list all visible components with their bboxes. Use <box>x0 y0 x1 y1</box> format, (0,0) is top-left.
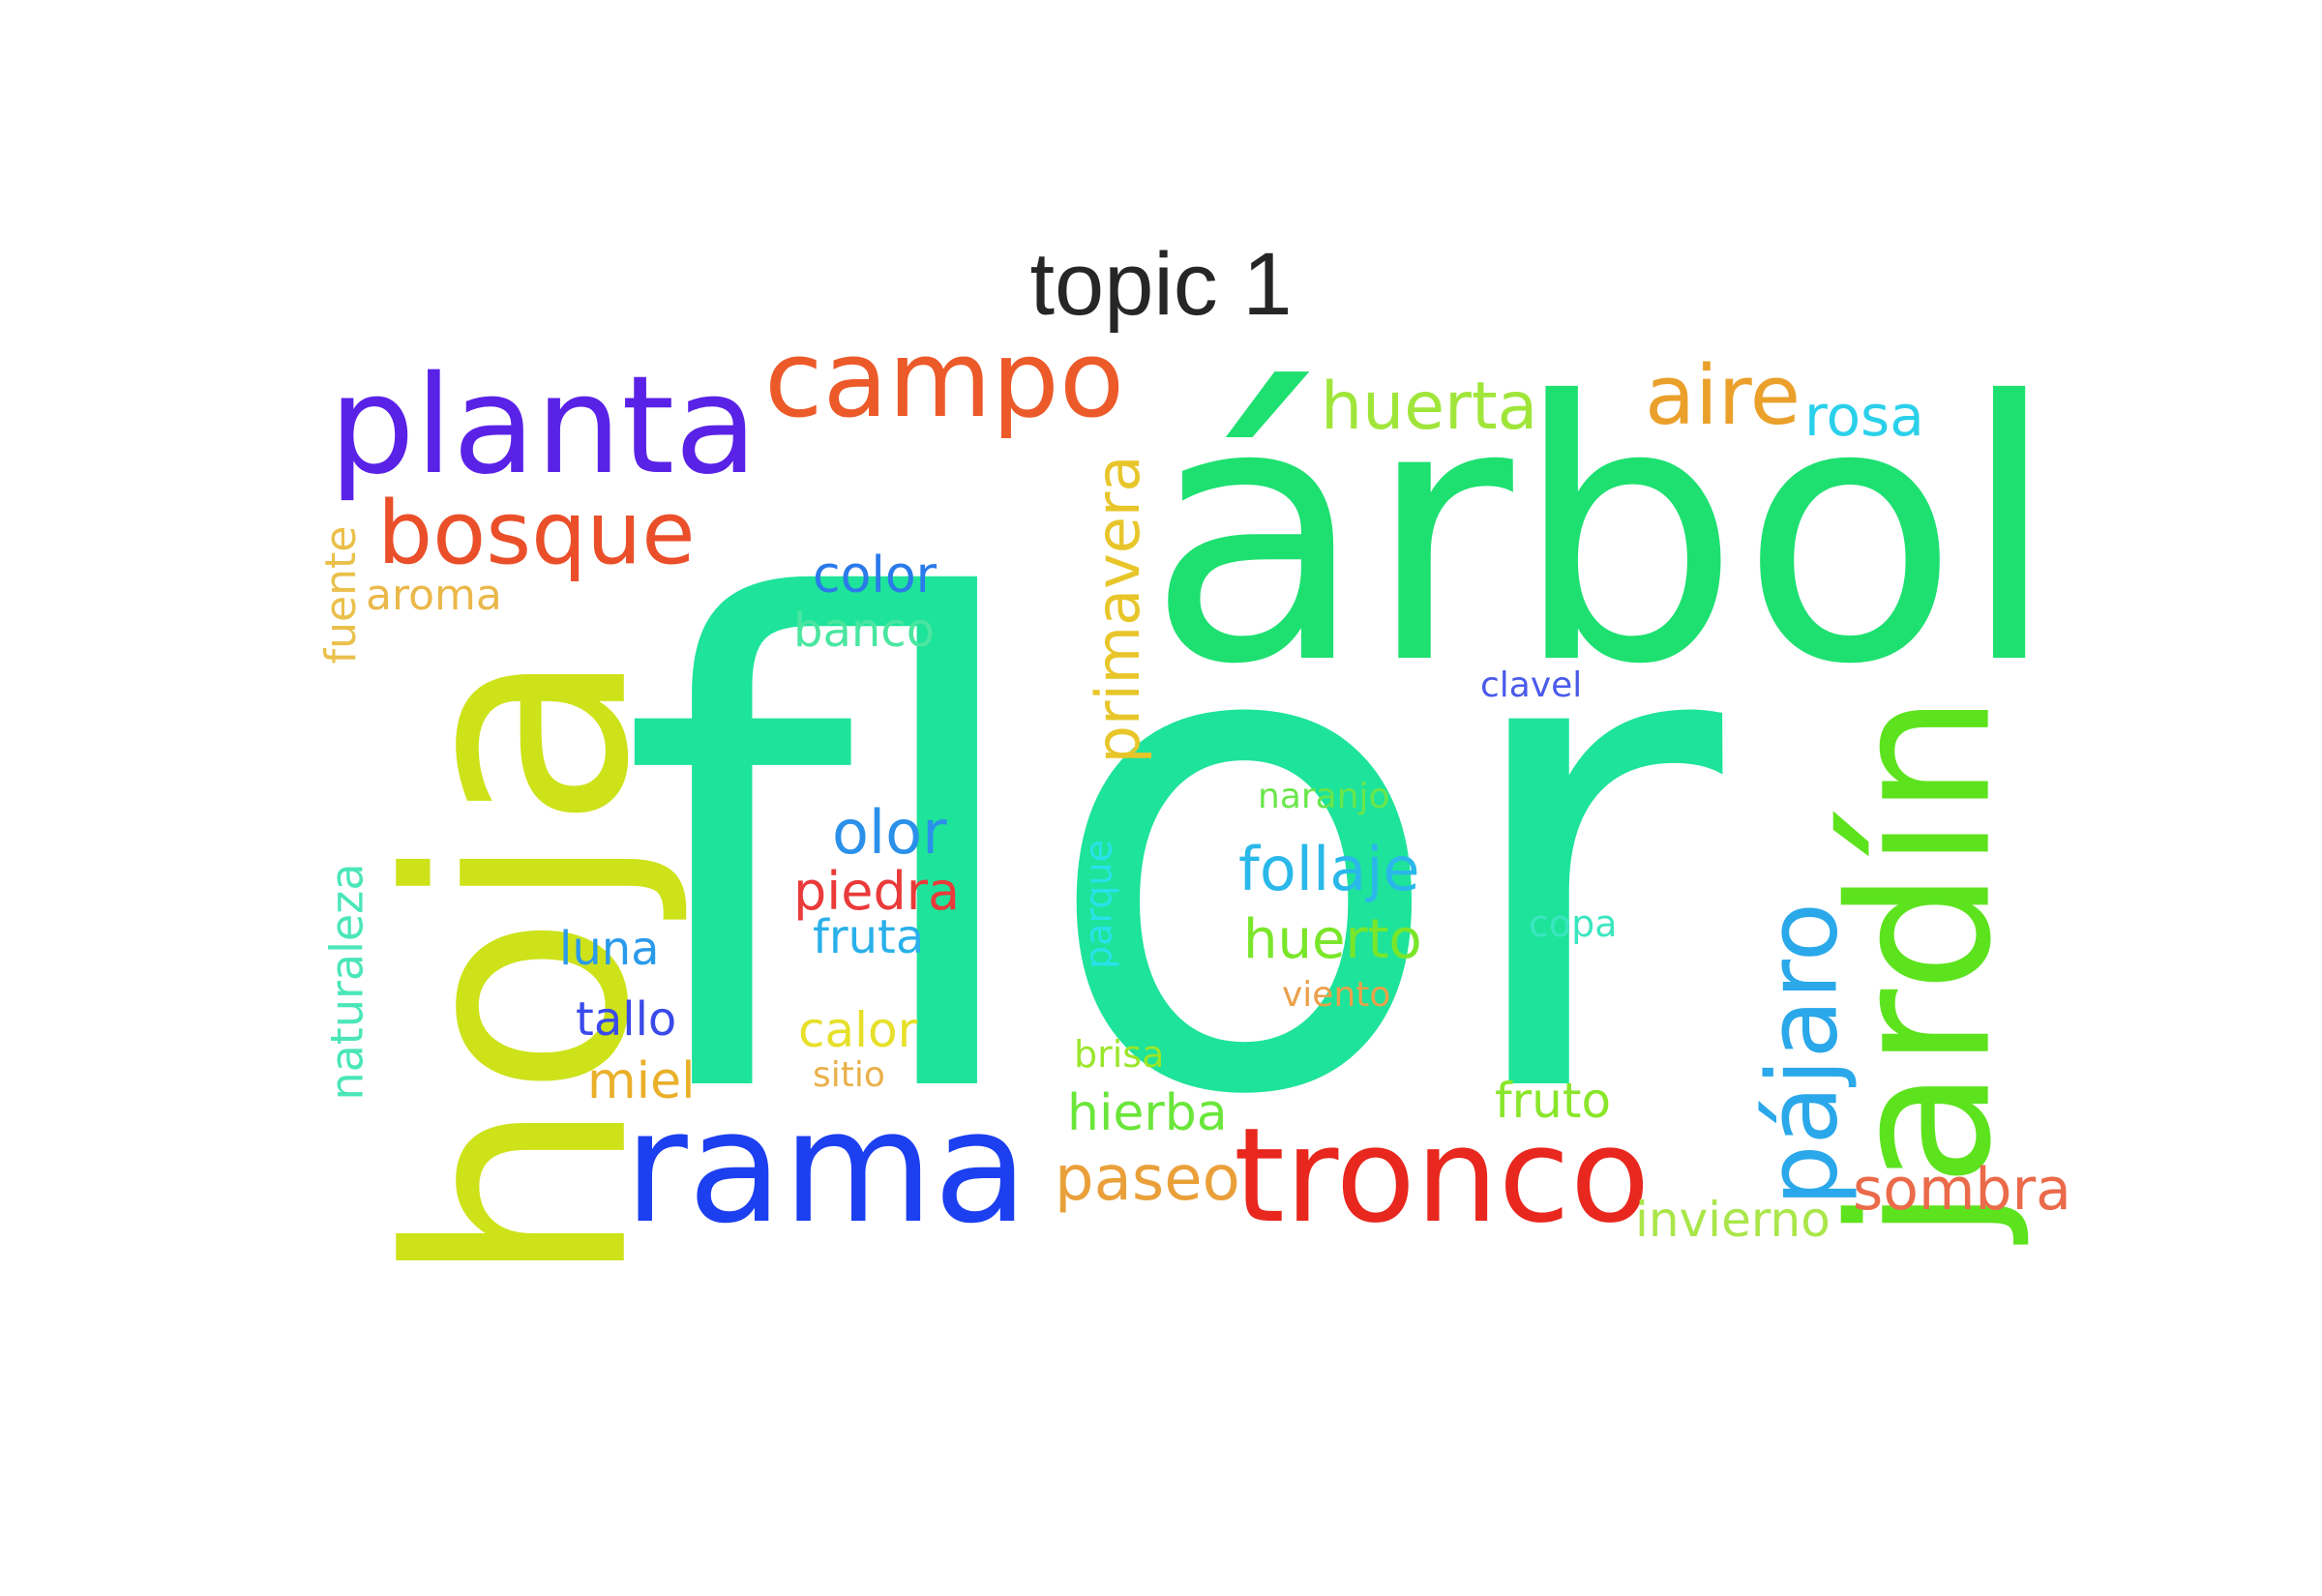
word-rosa: rosa <box>1804 383 1924 449</box>
word-planta: planta <box>329 347 758 505</box>
word-banco: banco <box>793 604 935 658</box>
word-huerta: huerta <box>1321 369 1537 445</box>
word-tronco: tronco <box>1234 1100 1650 1252</box>
word-sombra: sombra <box>1853 1156 2071 1224</box>
word-rama: rama <box>624 1077 1028 1257</box>
word-olor: olor <box>832 797 947 868</box>
word-primavera: primavera <box>1083 456 1153 764</box>
word-huerto: huerto <box>1243 908 1422 971</box>
word-miel: miel <box>587 1052 696 1110</box>
word-calor: calor <box>798 1002 918 1058</box>
word-hoja: hoja <box>346 647 696 1287</box>
word-invierno: invierno <box>1635 1192 1831 1248</box>
word-clavel: clavel <box>1480 665 1582 705</box>
word-naranjo: naranjo <box>1258 777 1390 816</box>
word-flor: flor <box>619 464 1730 1241</box>
word-copa: copa <box>1529 902 1618 945</box>
word-aire: aire <box>1645 348 1801 444</box>
word-fuente: fuente <box>316 526 366 665</box>
word-tallo: tallo <box>576 992 676 1047</box>
word-pájaro: pájaro <box>1745 902 1859 1206</box>
word-follaje: follaje <box>1238 834 1420 904</box>
word-luna: luna <box>559 922 660 976</box>
word-color: color <box>813 547 938 605</box>
word-bosque: bosque <box>377 483 696 584</box>
word-naturaleza: naturaleza <box>321 863 373 1100</box>
word-parque: parque <box>1078 840 1120 969</box>
word-hierba: hierba <box>1067 1084 1228 1142</box>
word-brisa: brisa <box>1074 1033 1164 1076</box>
word-fruta: fruta <box>813 910 924 964</box>
word-paseo: paseo <box>1055 1143 1240 1215</box>
word-campo: campo <box>764 317 1124 441</box>
word-árbol: árbol <box>1146 327 2059 743</box>
word-fruto: fruto <box>1495 1073 1611 1129</box>
word-jardín: jardín <box>1809 694 2035 1245</box>
figure-title: topic 1 <box>1029 235 1293 334</box>
word-viento: viento <box>1282 975 1390 1015</box>
word-sitio: sitio <box>813 1055 885 1095</box>
word-piedra: piedra <box>793 861 960 922</box>
word-aroma: aroma <box>366 571 502 620</box>
